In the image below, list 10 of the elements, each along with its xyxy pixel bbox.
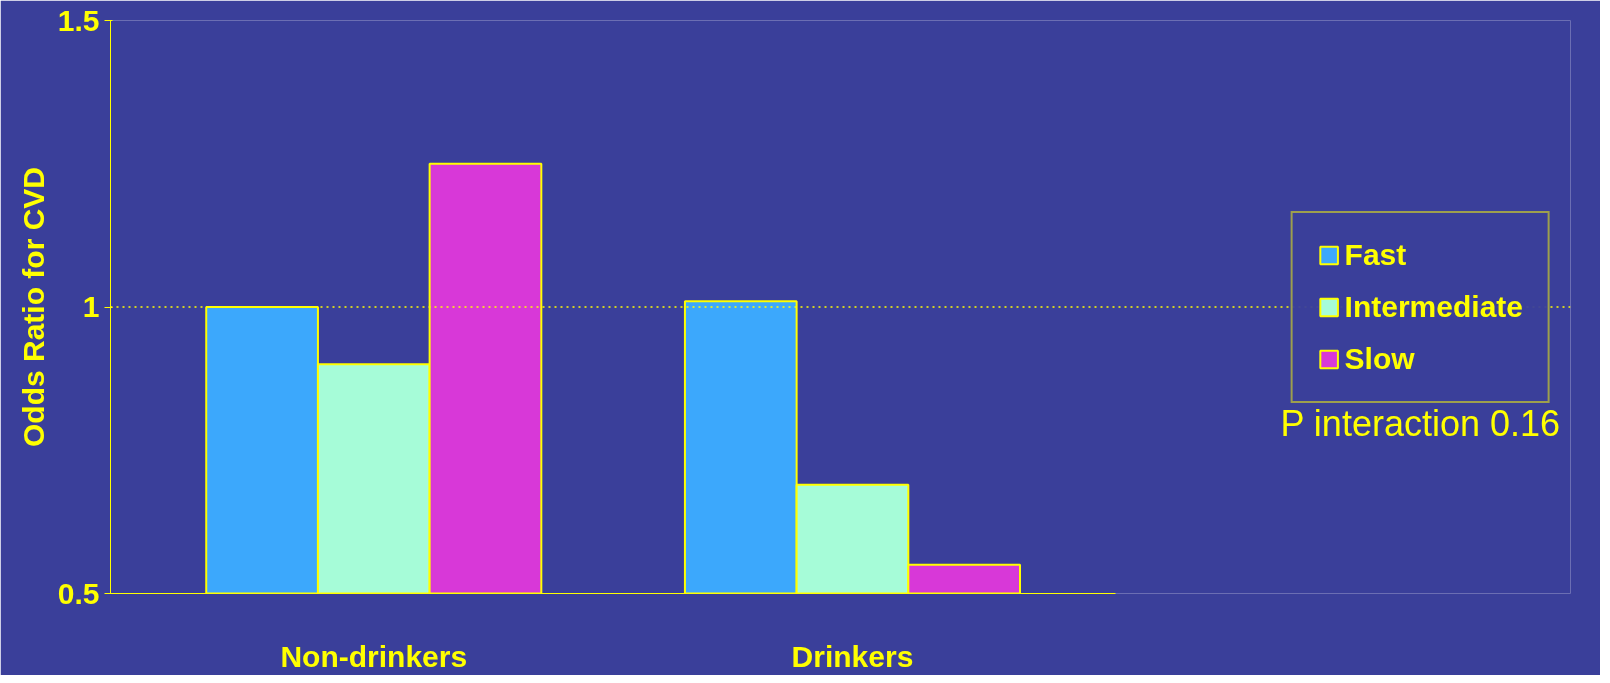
x-tick-label: Drinkers (791, 639, 914, 673)
x-tick-label: Non-drinkers (280, 639, 468, 673)
text: P interaction 0.16 (1280, 402, 1561, 444)
y-tick-label: 1 (82, 290, 100, 323)
y-tick-label: 1.5 (57, 3, 100, 37)
legend-label: Slow (1344, 341, 1415, 376)
legend-label: Intermediate (1344, 289, 1523, 324)
y-tick-label: 0.5 (57, 576, 100, 610)
legend-label: Fast (1344, 237, 1407, 272)
y-axis-title: Odds Ratio for CVD (16, 166, 50, 447)
